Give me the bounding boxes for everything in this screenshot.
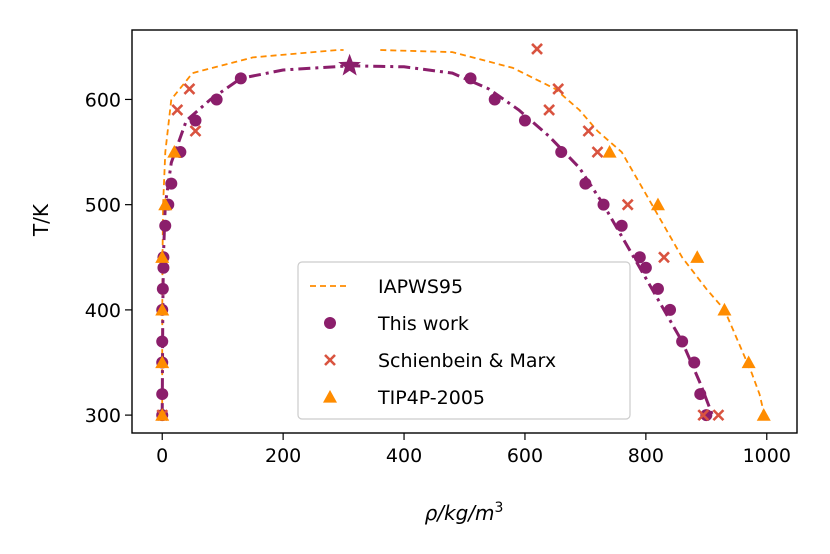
this-work-point — [676, 335, 689, 348]
schienbein-marx-point — [658, 251, 670, 264]
this-work-point — [688, 356, 701, 369]
iapws-gap — [343, 45, 377, 52]
this-work-point — [555, 146, 568, 159]
y-tick-label: 600 — [85, 89, 121, 111]
this-work-point — [664, 303, 677, 316]
x-tick-label: 800 — [628, 445, 664, 467]
schienbein-marx-point — [189, 125, 202, 137]
schienbein-marx-point — [552, 83, 565, 95]
tip4p-2005-point — [155, 408, 170, 421]
x-tick-label: 1000 — [743, 445, 791, 467]
schienbein-marx-point — [591, 146, 604, 158]
y-tick-label: 400 — [85, 300, 121, 322]
tip4p-2005-point — [155, 302, 170, 316]
tip4p-2005-point — [717, 302, 732, 316]
legend-entry: This work — [324, 313, 469, 335]
this-work-point — [156, 335, 169, 348]
schienbein-marx-point — [621, 198, 634, 211]
tip4p-2005-point — [650, 197, 665, 211]
schienbein-marx-point — [183, 83, 196, 95]
this-work-point — [579, 177, 592, 190]
x-tick-label: 0 — [156, 445, 168, 467]
x-tick-label: 200 — [265, 445, 301, 467]
x-axis-label: ρ/kg/m3 — [425, 500, 504, 525]
this-work-point — [651, 282, 664, 295]
y-tick-label: 300 — [85, 405, 121, 427]
plot-area-border — [131, 29, 798, 434]
x-axis-ticks: 0 200 400 600 800 1000 — [156, 433, 791, 467]
this-work-point — [518, 114, 531, 127]
y-axis-label: T/K — [29, 203, 53, 237]
tip4p-2005-point — [690, 250, 705, 263]
tip4p-2005-point — [158, 197, 173, 211]
legend-swatch — [323, 390, 337, 403]
schienbein-marx-point — [171, 104, 184, 116]
this-work-point — [464, 72, 477, 85]
this-work-point — [700, 409, 713, 422]
this-work-point — [488, 93, 501, 106]
legend: IAPWS95 This work Schienbein & Marx TIP4P-2… — [297, 261, 631, 420]
y-tick-label: 500 — [85, 195, 121, 217]
this-work-point — [189, 114, 202, 127]
this-work-point — [633, 251, 646, 264]
this-work-point — [615, 219, 628, 232]
this-work-point — [639, 261, 652, 274]
legend-label: Schienbein & Marx — [378, 350, 556, 372]
legend-swatch — [324, 317, 336, 329]
schienbein-marx-point — [543, 104, 556, 116]
schienbein-marx-point — [712, 409, 725, 422]
legend-swatch — [324, 354, 336, 366]
legend-entry: Schienbein & Marx — [324, 350, 556, 372]
tip4p-2005-point — [155, 355, 170, 369]
tip4p-2005-point — [741, 355, 756, 369]
legend-label: This work — [377, 313, 469, 335]
axes-frame — [131, 29, 798, 434]
schienbein-marx-point — [531, 43, 543, 55]
this-work-point — [165, 177, 178, 190]
plot-layer — [155, 43, 771, 422]
this-work-point — [210, 93, 223, 106]
tip4p-2005-point — [155, 250, 170, 263]
this-work-point — [157, 261, 170, 274]
this-work-point — [597, 198, 610, 211]
this-work-point — [156, 388, 169, 401]
legend-entry: IAPWS95 — [310, 276, 463, 298]
legend-box — [297, 261, 631, 420]
x-tick-label: 600 — [507, 445, 543, 467]
this-work-point — [159, 219, 172, 232]
schienbein-marx-point — [582, 125, 595, 137]
y-axis-ticks: 300 400 500 600 — [85, 89, 132, 427]
tip4p-2005-point — [756, 408, 771, 421]
tip4p-2005-point — [167, 145, 182, 158]
this-work-point — [234, 72, 247, 85]
legend-label: TIP4P-2005 — [377, 387, 485, 409]
legend-entry: TIP4P-2005 — [323, 387, 485, 409]
this-work-point — [694, 388, 707, 401]
legend-label: IAPWS95 — [378, 276, 463, 298]
critical-point-star — [338, 53, 361, 76]
x-tick-label: 400 — [386, 445, 422, 467]
schienbein-marx-point — [697, 409, 710, 422]
tip4p-2005-point — [602, 145, 617, 158]
this-work-point — [156, 282, 169, 295]
